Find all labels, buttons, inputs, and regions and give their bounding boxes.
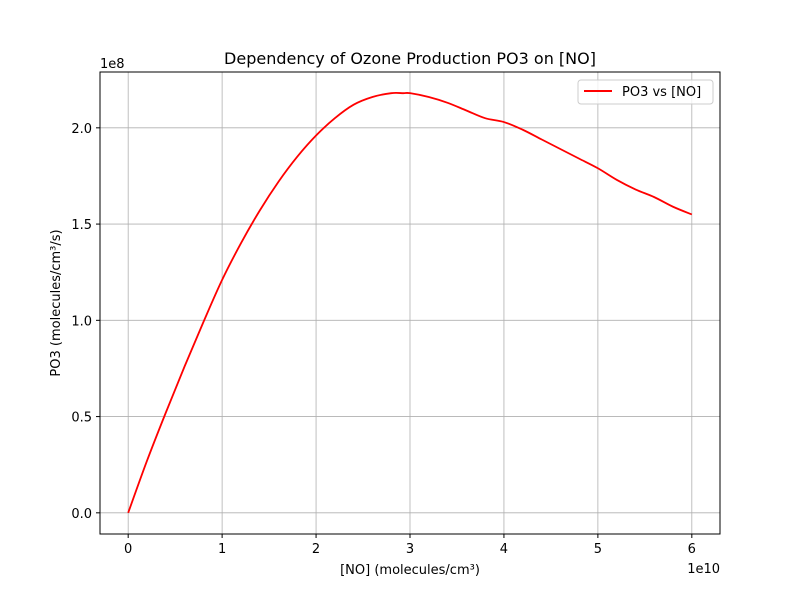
- x-axis-ticks: 0 1 2 3 4 5 6: [124, 534, 696, 557]
- x-tick-label: 1: [218, 542, 226, 557]
- x-tick-label: 0: [124, 542, 132, 557]
- legend: PO3 vs [NO]: [577, 79, 714, 105]
- series-line-po3: [127, 91, 693, 514]
- y-tick-label: 2.0: [71, 122, 92, 137]
- x-tick-label: 6: [688, 542, 696, 557]
- x-tick-label: 4: [500, 542, 508, 557]
- y-tick-label: 1.0: [71, 314, 92, 329]
- y-tick-label: 1.5: [71, 218, 92, 233]
- legend-label: PO3 vs [NO]: [622, 85, 701, 100]
- x-tick-label: 3: [406, 542, 414, 557]
- series-layer: [127, 91, 693, 514]
- chart-title: Dependency of Ozone Production PO3 on [N…: [224, 49, 596, 68]
- y-axis-label: PO3 (molecules/cm³/s): [49, 229, 64, 376]
- y-tick-label: 0.0: [71, 507, 92, 522]
- x-axis-label: [NO] (molecules/cm³): [340, 563, 480, 578]
- legend-box: [577, 79, 714, 105]
- y-tick-label: 0.5: [71, 411, 92, 426]
- grid: [100, 72, 720, 534]
- x-tick-label: 2: [312, 542, 320, 557]
- y-axis-offset-label: 1e8: [100, 57, 125, 72]
- x-tick-label: 5: [594, 542, 602, 557]
- x-axis-offset-label: 1e10: [687, 562, 720, 577]
- y-axis-ticks: 0.0 0.5 1.0 1.5 2.0: [71, 122, 100, 522]
